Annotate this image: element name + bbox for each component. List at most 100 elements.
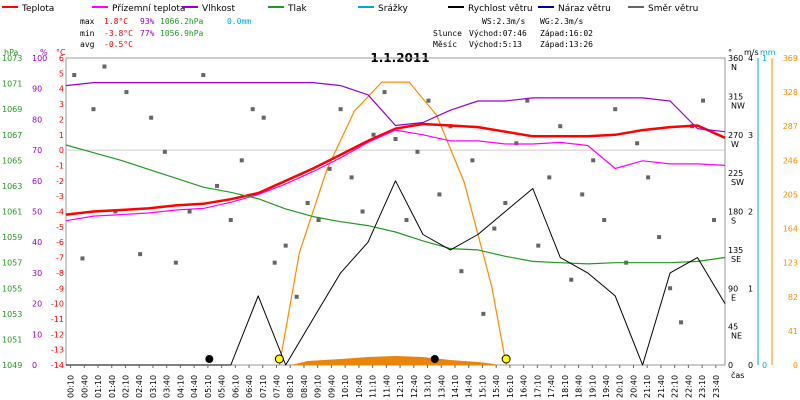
hpa-axis-tick: 1051 [2,335,22,344]
wind-direction-point [201,73,206,78]
wind-direction-point [492,226,497,231]
time-axis-tick: 14:10 [451,375,460,398]
hum-axis-tick: 80 [32,115,42,124]
wind-direction-point [371,132,376,137]
wind-direction-point [558,124,563,129]
ms-axis-tick: 0 [748,361,753,370]
solar-axis-tick: 205 [783,190,798,199]
dir-axis-tick: 90 [728,284,738,293]
plot-area [65,57,726,366]
stat-min-press: 1056.9hPa [160,29,204,38]
temp-axis-tick: 3 [59,100,64,109]
wind-direction-point [316,218,321,223]
wind-direction-point [668,286,673,291]
wind-direction-point [580,192,585,197]
wind-direction-point [525,98,530,103]
series-line [65,122,726,216]
moon-set: Západ:13:26 [540,40,593,49]
temp-unit: °C [56,48,66,57]
wind-direction-point [679,320,684,325]
time-axis-tick: 16:40 [520,375,529,398]
wind-direction-point [382,90,387,95]
hpa-axis-tick: 1063 [2,182,22,191]
wind-direction-point [360,209,365,214]
legend-label: Vlhkost [202,4,235,14]
temp-axis-tick: -4 [56,208,64,217]
wind-direction-point [404,218,409,223]
hum-unit: % [40,48,48,57]
moon-rise: Východ:5:13 [469,40,522,49]
stat-avg-label: avg [80,40,95,49]
dir-axis-tick: 180 [728,208,743,217]
wind-direction-point [536,243,541,248]
hum-axis-tick: 10 [32,330,42,339]
time-axis-tick: 09:10 [314,375,323,398]
wind-direction-point [239,158,244,163]
wind-direction-point [646,175,651,180]
wind-direction-point [327,166,332,171]
hum-axis-tick: 90 [32,85,42,94]
wind-direction-point [124,90,129,95]
temp-axis-tick: 4 [59,85,64,94]
time-axis-tick: 20:10 [616,375,625,398]
series-line [65,144,726,265]
solar-axis-tick: 164 [783,225,798,234]
moon-label: Měsíc [433,40,457,49]
hum-axis-tick: 60 [32,177,42,186]
dir-axis-tick: 225 [728,169,743,178]
hum-axis-tick: 40 [32,238,42,247]
wind-direction-point [437,192,442,197]
wind-direction-point [415,149,420,154]
legend-label: Rychlost větru [468,4,533,14]
ms-axis-tick: 3 [748,131,753,140]
stat-max-rain: 0.0mm [227,17,251,26]
wind-direction-point [228,218,233,223]
dir-axis-label: SE [731,255,741,264]
hum-axis-tick: 20 [32,300,42,309]
time-axis-tick: 10:10 [341,375,350,398]
wind-direction-point [102,64,107,69]
time-axis-tick: 02:10 [121,375,130,398]
wind-direction-point [162,149,167,154]
temp-axis-tick: 2 [59,115,64,124]
wind-direction-point [80,256,85,261]
time-axis-tick: 13:40 [437,375,446,398]
solar-axis-tick: 82 [788,293,798,302]
dir-axis-tick: 0 [728,361,733,370]
hum-axis-tick: 50 [32,208,42,217]
dir-axis-label: S [731,217,736,226]
hpa-axis-tick: 1071 [2,80,22,89]
sunset-marker [501,354,511,364]
ms-axis-tick: 4 [748,54,753,63]
series-line [65,82,726,133]
time-axis-tick: 18:40 [575,375,584,398]
dir-axis-label: NW [731,101,745,110]
dir-axis-tick: 360 [728,54,743,63]
temp-axis-tick: -13 [51,346,64,355]
time-axis-tick: 19:10 [588,375,597,398]
moonset-marker [430,355,439,363]
hpa-axis-tick: 1065 [2,156,22,165]
hum-axis-tick: 0 [32,361,37,370]
time-axis-tick: 14:40 [465,375,474,398]
time-axis-tick: 00:40 [80,375,89,398]
time-axis-tick: 22:10 [671,375,680,398]
temp-axis-tick: -10 [51,300,64,309]
ms-unit: m/s [744,48,759,57]
wind-direction-point [215,183,220,188]
wind-direction-point [338,107,343,112]
series-line [65,129,726,222]
wind-direction-point [250,107,255,112]
hpa-axis-tick: 1073 [2,54,22,63]
time-axis-tick: 16:10 [506,375,515,398]
temp-axis-tick: -8 [56,269,64,278]
time-axis-tick: 04:10 [176,375,185,398]
solar-axis-tick: 369 [783,54,798,63]
hpa-axis-tick: 1061 [2,208,22,217]
solar-axis-tick: 246 [783,156,798,165]
stats-block: max 1.8°C 93% 1066.2hPa 0.0mm min -3.8°C… [80,17,251,49]
temp-axis-tick: -12 [51,330,64,339]
time-axis-tick: 13:10 [424,375,433,398]
dir-axis-tick: 45 [728,323,738,332]
